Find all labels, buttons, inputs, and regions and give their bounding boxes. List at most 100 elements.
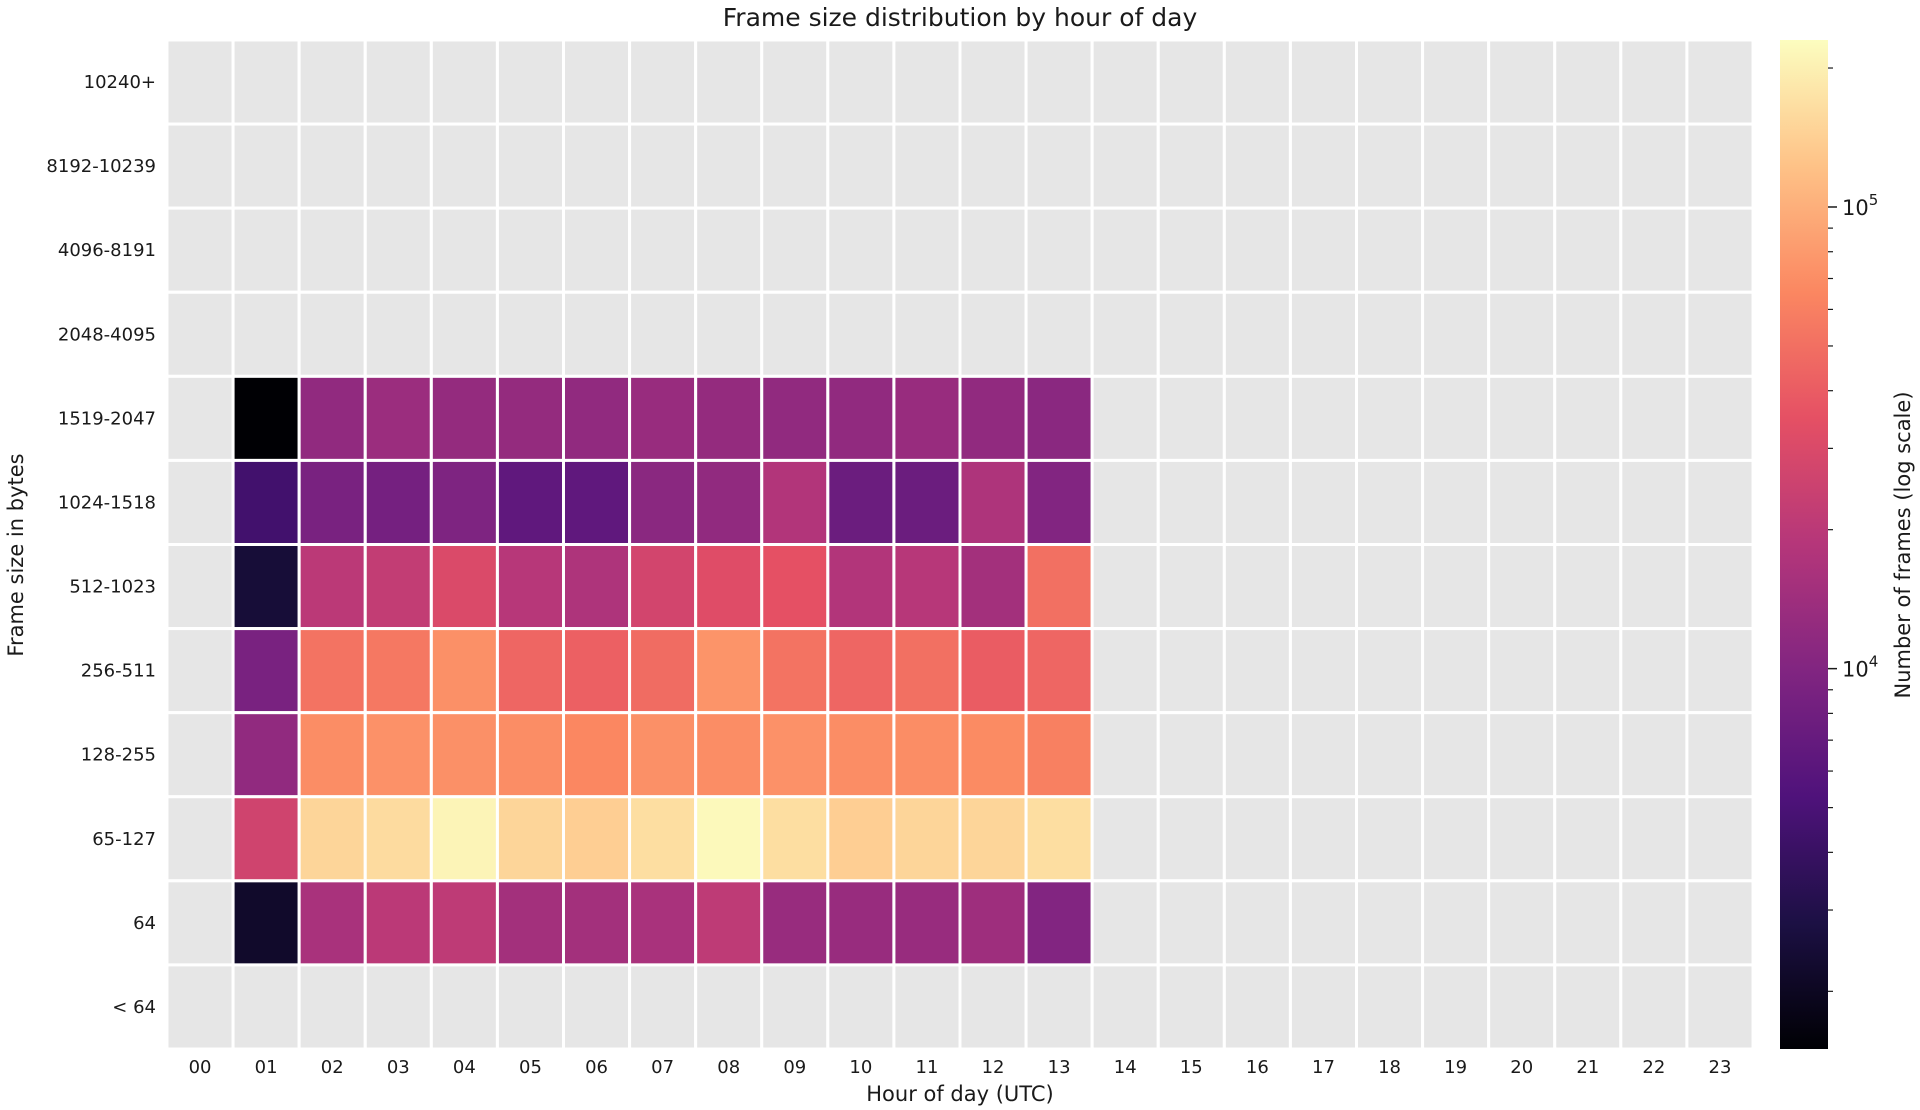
- heatmap-cell: [495, 122, 565, 210]
- x-tick-label: 08: [717, 1057, 740, 1078]
- heatmap-cell: [363, 879, 433, 967]
- heatmap-cell: [297, 795, 367, 883]
- heatmap-cell: [760, 543, 830, 631]
- heatmap-cell: [1222, 38, 1292, 126]
- heatmap-cell: [1685, 627, 1755, 715]
- heatmap-cell: [1355, 122, 1425, 210]
- heatmap-cell: [1619, 122, 1689, 210]
- heatmap-cell: [297, 374, 367, 462]
- heatmap-cell: [363, 290, 433, 378]
- colorbar-tick-label: 104: [1842, 653, 1878, 682]
- heatmap-cell: [297, 38, 367, 126]
- heatmap-cell: [1024, 206, 1094, 294]
- heatmap-cell: [562, 290, 632, 378]
- y-tick-label: 1024-1518: [58, 492, 156, 513]
- heatmap-cell: [1421, 38, 1491, 126]
- y-tick-label: 10240+: [84, 72, 156, 93]
- heatmap-cell: [1619, 290, 1689, 378]
- heatmap-cell: [694, 374, 764, 462]
- heatmap-cell: [1421, 711, 1491, 799]
- heatmap-cell: [363, 963, 433, 1051]
- heatmap-cell: [760, 627, 830, 715]
- heatmap-cell: [826, 458, 896, 546]
- heatmap-cell: [1222, 543, 1292, 631]
- heatmap-cell: [1024, 374, 1094, 462]
- heatmap-cell: [1421, 374, 1491, 462]
- heatmap-cell: [495, 290, 565, 378]
- heatmap-cell: [1288, 122, 1358, 210]
- heatmap-cell: [1355, 290, 1425, 378]
- heatmap-cell: [1553, 290, 1623, 378]
- heatmap-cell: [1156, 206, 1226, 294]
- x-tick-label: 05: [519, 1057, 542, 1078]
- heatmap-cell: [1024, 627, 1094, 715]
- heatmap-cell: [429, 627, 499, 715]
- x-tick-label: 02: [321, 1057, 344, 1078]
- heatmap-cell: [958, 206, 1028, 294]
- heatmap-cell: [1222, 795, 1292, 883]
- heatmap-cell: [562, 963, 632, 1051]
- heatmap-cell: [1355, 206, 1425, 294]
- heatmap-cell: [562, 122, 632, 210]
- heatmap-cell: [363, 627, 433, 715]
- heatmap-cell: [1024, 795, 1094, 883]
- heatmap-cell: [429, 38, 499, 126]
- heatmap-cell: [1156, 458, 1226, 546]
- heatmap-cell: [1090, 206, 1160, 294]
- x-tick-label: 15: [1180, 1057, 1203, 1078]
- heatmap-cell: [363, 711, 433, 799]
- heatmap-cell: [495, 627, 565, 715]
- heatmap-cell: [1355, 627, 1425, 715]
- heatmap-cell: [363, 374, 433, 462]
- heatmap-cell: [1553, 879, 1623, 967]
- heatmap-cell: [1222, 963, 1292, 1051]
- x-tick-label: 03: [387, 1057, 410, 1078]
- heatmap-cell: [1553, 711, 1623, 799]
- heatmap-cell: [1288, 627, 1358, 715]
- heatmap-cell: [429, 206, 499, 294]
- heatmap-cell: [1024, 543, 1094, 631]
- heatmap-cell: [694, 38, 764, 126]
- heatmap-cell: [1685, 374, 1755, 462]
- heatmap-cell: [1024, 963, 1094, 1051]
- y-tick-labels: 10240+ 8192-10239 4096-8191 2048-4095 1519-2…: [46, 72, 156, 1018]
- heatmap-cell: [1222, 206, 1292, 294]
- y-axis-label: Frame size in bytes: [4, 453, 28, 656]
- heatmap-cell: [892, 795, 962, 883]
- heatmap-cell: [694, 543, 764, 631]
- heatmap-cell: [429, 543, 499, 631]
- heatmap-cell: [892, 206, 962, 294]
- heatmap-cell: [231, 795, 301, 883]
- y-tick-label: 128-255: [81, 745, 156, 766]
- heatmap-cell: [429, 122, 499, 210]
- heatmap-cell: [165, 122, 235, 210]
- heatmap-cell: [1421, 879, 1491, 967]
- heatmap-cell: [165, 711, 235, 799]
- heatmap-cell: [1288, 38, 1358, 126]
- heatmap-cell: [297, 543, 367, 631]
- heatmap-cell: [694, 795, 764, 883]
- heatmap-cell: [628, 206, 698, 294]
- heatmap-cell: [1355, 879, 1425, 967]
- heatmap-cell: [165, 290, 235, 378]
- heatmap-cell: [958, 458, 1028, 546]
- heatmap-cell: [1421, 290, 1491, 378]
- heatmap-cell: [429, 290, 499, 378]
- heatmap-cell: [760, 374, 830, 462]
- heatmap-cell: [1090, 879, 1160, 967]
- heatmap-cell: [1222, 374, 1292, 462]
- heatmap-cell: [826, 290, 896, 378]
- heatmap-cell: [1421, 206, 1491, 294]
- heatmap-cell: [760, 206, 830, 294]
- heatmap-cell: [495, 206, 565, 294]
- heatmap-cell: [958, 290, 1028, 378]
- heatmap-cell: [363, 795, 433, 883]
- y-tick-label: 64: [133, 913, 156, 934]
- heatmap-cell: [694, 711, 764, 799]
- heatmap-cell: [297, 458, 367, 546]
- heatmap-cell: [826, 795, 896, 883]
- heatmap-cell: [1553, 963, 1623, 1051]
- heatmap-cell: [1090, 795, 1160, 883]
- heatmap-cell: [1685, 795, 1755, 883]
- heatmap-cell: [231, 290, 301, 378]
